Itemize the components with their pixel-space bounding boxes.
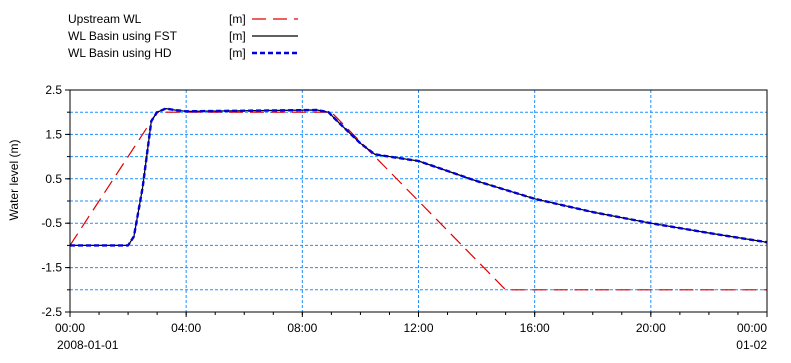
y-tick-label: 2.5: [45, 83, 62, 97]
chart-series: [69, 107, 768, 291]
series-line-wl-basin-using-hd: [70, 107, 768, 247]
legend-unit: [m]: [229, 46, 246, 60]
x-tick-label: 12:00: [403, 321, 433, 335]
x-tick-label: 00:00: [55, 321, 85, 335]
legend-label: WL Basin using HD: [68, 46, 172, 60]
series-line-upstream-wl: [69, 111, 767, 291]
y-tick-label: -0.5: [41, 216, 62, 230]
y-tick-label: 0.5: [45, 172, 62, 186]
y-axis-title: Water level (m): [7, 140, 21, 221]
x-tick-sublabel: 2008-01-01: [57, 338, 119, 352]
chart-legend: Upstream WL [m] WL Basin using FST [m] WL Ba…: [68, 12, 298, 60]
y-axis-ticks: 2.5 1.5 0.5 -0.5 -1.5 -2.5: [41, 83, 70, 319]
y-tick-label: -2.5: [41, 305, 62, 319]
legend-label: WL Basin using FST: [68, 29, 178, 43]
legend-unit: [m]: [229, 12, 246, 26]
x-tick-label: 16:00: [520, 321, 550, 335]
y-tick-label: 1.5: [45, 127, 62, 141]
x-tick-label: 04:00: [171, 321, 201, 335]
x-tick-label: 08:00: [287, 321, 317, 335]
x-tick-sublabel: 01-02: [736, 338, 767, 352]
legend-unit: [m]: [229, 29, 246, 43]
legend-label: Upstream WL: [68, 12, 142, 26]
x-tick-label: 00:00: [737, 321, 767, 335]
x-axis-ticks: 00:00 2008-01-01 04:00 08:00 12:00 16:00 20:00…: [55, 312, 768, 352]
x-tick-label: 20:00: [636, 321, 666, 335]
chart-grid: [70, 90, 767, 312]
y-tick-label: -1.5: [41, 261, 62, 275]
